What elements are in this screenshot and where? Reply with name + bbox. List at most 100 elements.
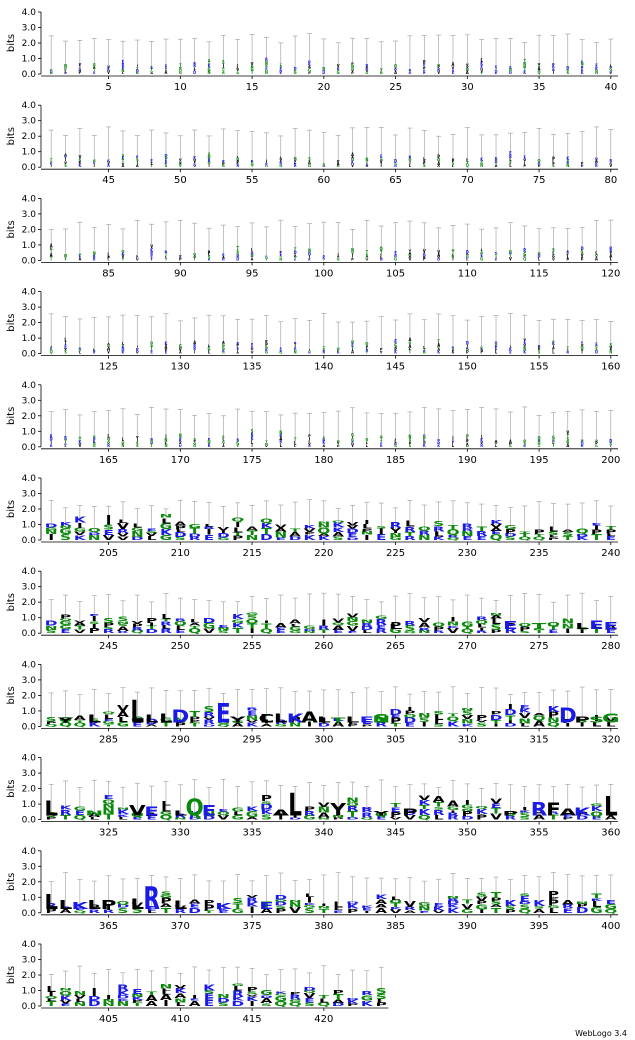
logo-letter-minor: N [160, 514, 173, 519]
logo-letter-minor: K [595, 165, 598, 168]
logo-letter-minor: K [480, 438, 483, 445]
logo-letter-minor: P [289, 991, 300, 995]
logo-letter: E [202, 803, 217, 820]
y-axis-label: bits [6, 34, 17, 52]
logo-letter-minor: T [509, 254, 512, 258]
logo-letter-minor: Q [538, 69, 541, 76]
logo-letter-minor: K [304, 533, 317, 541]
logo-letter-minor: D [145, 717, 158, 726]
logo-letter-minor: K [433, 536, 447, 541]
logo-letter-minor: D [322, 438, 325, 442]
logo-letter-minor: Q [279, 351, 283, 354]
logo-letter-minor: S [523, 441, 526, 446]
logo-letter-minor: N [566, 163, 570, 169]
logo-letter-minor: I [94, 163, 96, 169]
logo-letter-minor: E [204, 999, 215, 1008]
logo-letter-minor: E [333, 629, 344, 635]
logo-letter-minor: R [88, 908, 100, 914]
logo-letter-minor: Q [193, 442, 196, 446]
logo-letter-minor: L [50, 247, 53, 249]
logo-letter-minor: V [179, 347, 182, 354]
logo-letter-minor: Q [121, 250, 124, 254]
logo-letter-minor: K [552, 64, 556, 69]
logo-letter-minor: E [581, 67, 584, 72]
logo-letter-minor: D [466, 249, 470, 254]
logo-letter-minor: S [376, 993, 387, 1001]
x-tick-label: 420 [314, 1014, 333, 1025]
logo-letter-minor: Q [403, 713, 417, 719]
logo-letter-minor: K [504, 899, 517, 908]
logo-letter-minor: K [150, 247, 153, 254]
logo-letter-minor: R [566, 351, 569, 355]
logo-letter-minor: A [365, 345, 368, 348]
logo-letter-minor: A [107, 343, 111, 346]
logo-letter-minor: V [131, 621, 143, 625]
logo-letter-minor: I [235, 520, 241, 528]
logo-letter-minor: L [237, 66, 239, 69]
logo-letter-minor: K [222, 350, 225, 353]
logo-letter-minor: P [423, 67, 426, 71]
logo-letter-minor: G [303, 625, 316, 630]
logo-letter-minor: K [203, 983, 216, 992]
logo-letter-minor: Q [50, 349, 53, 356]
logo-letter-minor: A [332, 624, 345, 632]
logo-letter-minor: D [217, 532, 230, 539]
logo-letter-minor: Q [590, 810, 603, 818]
logo-letter: Y [372, 810, 390, 817]
logo-letter-minor: L [495, 349, 498, 356]
logo-letter-minor: E [347, 631, 358, 634]
logo-letter-minor: I [106, 514, 112, 520]
logo-letter-minor: A [609, 253, 612, 260]
logo-letter-minor: N [423, 435, 426, 439]
logo-letter-minor: S [203, 705, 214, 714]
logo-letter-minor: R [447, 815, 459, 821]
logo-letter-minor: N [437, 63, 440, 66]
logo-letter-minor: R [279, 163, 283, 166]
logo-letter-minor: N [447, 895, 460, 899]
logo-letter-minor: S [609, 342, 612, 348]
logo-letter-minor: S [175, 536, 186, 541]
logo-letter-minor: T [337, 443, 340, 446]
logo-letter-minor: N [351, 248, 354, 255]
logo-letter-minor: P [466, 440, 469, 444]
logo-letter-minor: N [59, 525, 72, 529]
logo-letter-minor: L [552, 250, 555, 255]
logo-letter-minor: L [434, 814, 444, 822]
logo-letter-minor: Q [93, 445, 97, 448]
x-tick-label: 155 [530, 362, 549, 373]
logo-letter-minor: R [279, 161, 282, 165]
y-tick-label: 1.0 [22, 893, 37, 903]
x-tick-label: 395 [530, 921, 549, 932]
logo-letter-minor: A [236, 352, 240, 355]
logo-letter-minor: Q [595, 254, 598, 257]
logo-letter-minor: R [361, 990, 373, 996]
logo-letter-minor: P [566, 258, 570, 261]
logo-letter-minor: P [304, 531, 315, 535]
logo-letter-minor: I [106, 993, 112, 1001]
logo-letter-minor: R [193, 163, 196, 167]
logo-letter-minor: T [93, 68, 96, 72]
logo-letter-minor: D [78, 68, 82, 71]
logo-letter-minor: S [79, 158, 82, 162]
logo-letter-minor: S [552, 247, 555, 252]
logo-letter-minor: I [581, 351, 582, 355]
logo-letter-minor: G [179, 343, 182, 350]
logo-letter-minor: V [251, 347, 254, 352]
logo-letter-minor: I [481, 434, 483, 440]
logo-letter-minor: A [189, 1000, 202, 1008]
logo-letter-minor: K [74, 515, 87, 524]
logo-letter-minor: P [160, 897, 171, 906]
logo-letter-minor: T [380, 250, 383, 257]
logo-letter-minor: A [165, 344, 168, 351]
logo-letter-minor: N [88, 534, 101, 542]
logo-letter-minor: S [581, 249, 584, 256]
logo-letter-minor: I [579, 721, 585, 728]
logo-letter-minor: P [236, 159, 239, 166]
logo-letter-minor: A [189, 899, 201, 905]
logo-letter-minor: L [107, 252, 110, 259]
logo-letter-minor: Q [576, 527, 589, 535]
logo-letter-minor: E [50, 434, 53, 438]
logo-letter-minor: N [480, 163, 483, 168]
logo-letter-minor: E [276, 627, 286, 631]
logo-letter-minor: I [594, 524, 600, 531]
